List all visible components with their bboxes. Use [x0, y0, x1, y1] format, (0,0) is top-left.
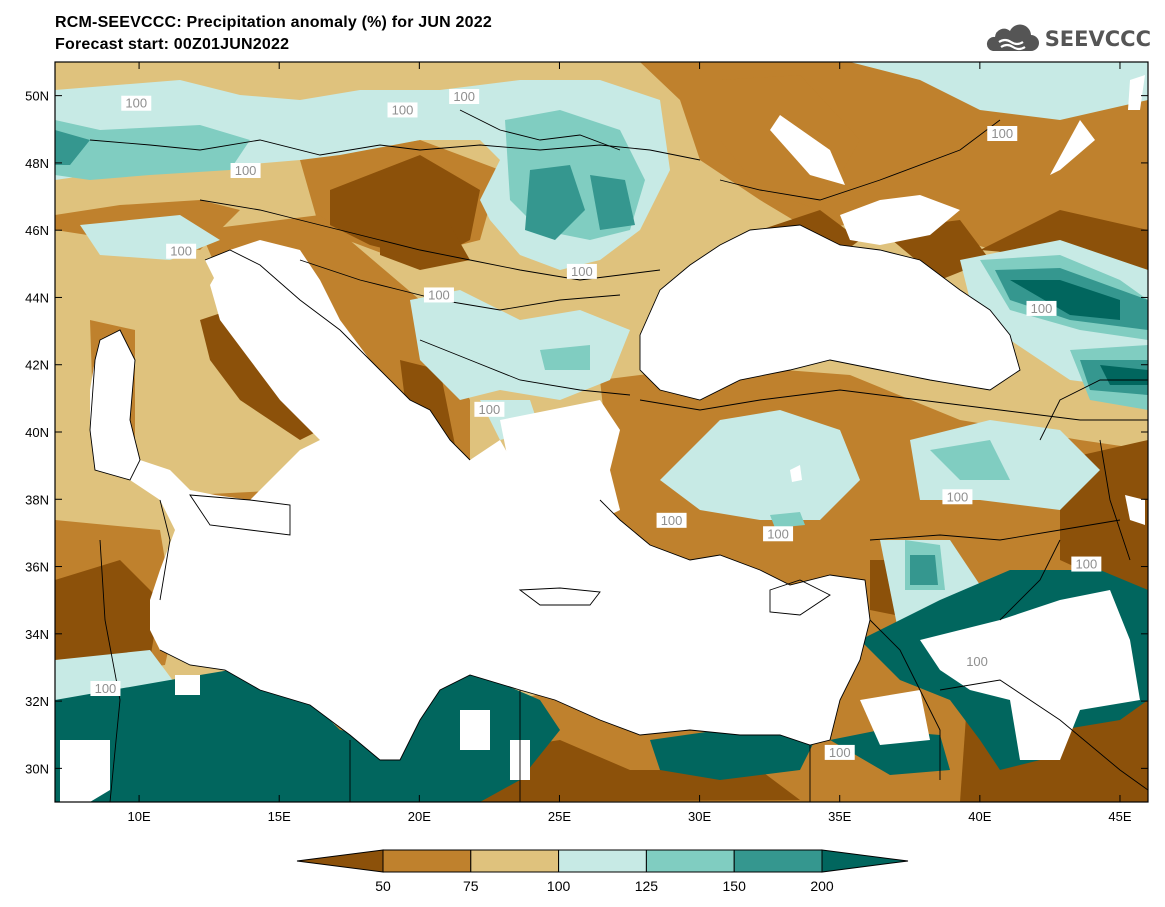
x-tick-label: 20E: [408, 809, 431, 824]
contour-label-box: [566, 263, 597, 279]
contour-label-box: [166, 243, 197, 259]
x-tick-label: 45E: [1108, 809, 1131, 824]
aegean-sea: [500, 400, 620, 560]
seevccc-logo: SEEVCCC: [983, 22, 1151, 56]
x-tick-label: 40E: [968, 809, 991, 824]
contour-label-box: [121, 95, 152, 111]
colorbar-label: 50: [375, 878, 391, 894]
adriatic-sea: [205, 250, 410, 420]
contour-label: 100: [453, 89, 475, 104]
black-sea: [640, 225, 1020, 400]
colorbar-label: 100: [547, 878, 571, 894]
contour-label: 100: [661, 513, 683, 528]
contour-label: 100: [991, 126, 1013, 141]
colorbar-box: [382, 849, 472, 873]
colorbar-label: 125: [635, 878, 659, 894]
x-tick-label: 25E: [548, 809, 571, 824]
colorbar-box: [558, 849, 647, 873]
contour-label-box: [1071, 556, 1102, 572]
x-tick-label: 15E: [268, 809, 291, 824]
chart-title: RCM-SEEVCCC: Precipitation anomaly (%) f…: [55, 14, 492, 31]
y-tick-label: 32N: [25, 694, 49, 709]
contour-label: 100: [1031, 301, 1053, 316]
contour-label: 100: [571, 264, 593, 279]
contour-label: 100: [428, 287, 450, 302]
colorbar-arrow-high: [821, 849, 909, 873]
contour-label: 100: [829, 745, 851, 760]
contour-label: 100: [235, 163, 257, 178]
contour-label-box: [230, 163, 261, 178]
y-tick-label: 36N: [25, 560, 49, 575]
y-tick-label: 30N: [25, 761, 49, 776]
colorbar-label: 200: [810, 878, 834, 894]
contour-label: 100: [947, 489, 969, 504]
contour-label-box: [763, 526, 794, 542]
y-tick-label: 50N: [25, 89, 49, 104]
y-tick-label: 38N: [25, 492, 49, 507]
colorbar-arrow-low: [296, 849, 384, 873]
seas: [90, 195, 1020, 760]
contour-label-box: [90, 681, 121, 696]
forecast-start-label: Forecast start: 00Z01JUN2022: [55, 36, 290, 53]
y-tick-label: 48N: [25, 156, 49, 171]
contour-label: 100: [125, 96, 147, 111]
mediterranean-sea: [90, 240, 870, 760]
colorbar: 50 75 100 125 150 200: [296, 849, 909, 894]
contour-label: 100: [95, 681, 117, 696]
contour-labels: 100 100 100 100 100 100 100 100 100 100 100 100 100 1…: [90, 89, 1102, 760]
y-tick-label: 40N: [25, 425, 49, 440]
contour-label-box: [962, 654, 993, 670]
x-tick-label: 35E: [828, 809, 851, 824]
contour-label-box: [987, 126, 1018, 141]
colorbar-box: [645, 849, 735, 873]
contour-label: 100: [392, 102, 414, 117]
sea-of-azov: [840, 195, 960, 245]
logo-text: SEEVCCC: [1044, 27, 1151, 51]
y-tick-label: 34N: [25, 627, 49, 642]
contour-label: 100: [767, 526, 789, 541]
contour-label-box: [474, 401, 505, 417]
contour-label: 100: [479, 402, 501, 417]
contour-label-box: [449, 89, 480, 104]
contour-label: 100: [1075, 557, 1097, 572]
colorbar-box: [733, 849, 823, 873]
masked-areas: [60, 75, 1145, 802]
x-tick-label: 30E: [688, 809, 711, 824]
borders: [89, 109, 1148, 802]
colorbar-label: 75: [463, 878, 479, 894]
colorbar-label: 150: [723, 878, 747, 894]
contour-label: 100: [170, 244, 192, 259]
contour-label-box: [656, 512, 687, 528]
y-tick-label: 42N: [25, 358, 49, 373]
y-tick-label: 44N: [25, 290, 49, 305]
y-tick-label: 46N: [25, 223, 49, 238]
x-tick-label: 10E: [128, 809, 151, 824]
contour-label-box: [824, 744, 855, 760]
map-plot-area: [55, 62, 1148, 802]
contour-label-box: [942, 489, 973, 505]
contour-label-box: [387, 102, 418, 118]
axis-ticks: 10E 15E 20E 25E 30E 35E 40E 45E 30N 32N 34N 36N 38N 4…: [25, 62, 1148, 824]
contour-label-box: [423, 287, 454, 303]
contour-label-box: [1026, 300, 1057, 316]
contour-label: 100: [966, 654, 988, 669]
cloud-icon: [986, 24, 1039, 51]
colorbar-box: [470, 849, 560, 873]
